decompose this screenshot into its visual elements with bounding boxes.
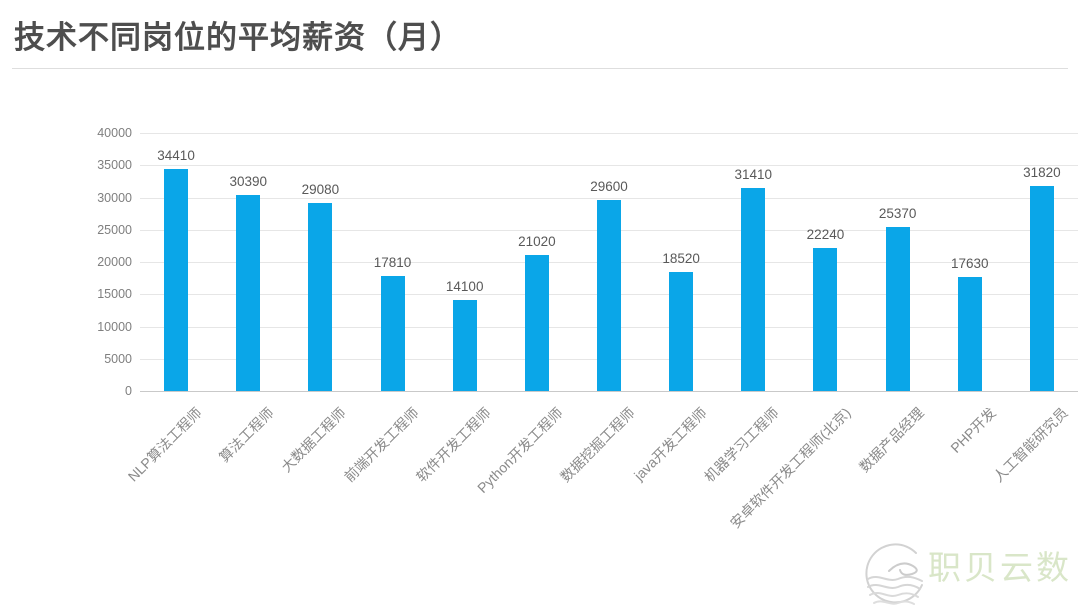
bar-value-label: 18520 (662, 250, 700, 266)
y-axis-tick-label: 10000 (97, 319, 132, 334)
bar-value-label: 30390 (229, 173, 267, 189)
wave-circle-logo-icon (865, 543, 923, 605)
x-axis-category-label: 大数据工程师 (278, 404, 350, 476)
bar-value-label: 31410 (734, 167, 773, 183)
x-axis-category-label: NLP算法工程师 (124, 404, 205, 485)
bar-value-label: 31820 (1023, 164, 1061, 180)
y-axis-tick-label: 40000 (97, 126, 132, 140)
x-axis-category-label: 人工智能研究员 (990, 404, 1071, 486)
watermark-text: 职贝云数 (928, 549, 1072, 586)
bar-value-label: 29600 (590, 179, 628, 195)
bar-6 (597, 200, 621, 391)
x-axis-category-label: PHP开发 (947, 404, 999, 456)
bar-value-label: 25370 (878, 206, 917, 222)
x-axis-category-label: 安卓软件开发工程师(北京) (727, 404, 855, 532)
x-axis-category-label: 数据产品经理 (855, 404, 927, 476)
gridline (140, 165, 1078, 167)
bar-value-label: 22240 (806, 226, 845, 242)
bar-value-label: 34410 (157, 148, 195, 164)
bar-9 (813, 247, 838, 391)
y-axis-tick-label: 15000 (97, 287, 132, 302)
bar-4 (452, 300, 477, 391)
x-axis-category-label: 算法工程师 (216, 404, 277, 466)
bar-7 (669, 271, 694, 391)
x-axis-line (140, 391, 1078, 392)
bar-value-label: 21020 (518, 234, 556, 250)
y-axis-tick-label: 20000 (97, 255, 132, 269)
y-axis-tick-label: 25000 (97, 222, 132, 237)
bar-value-label: 17810 (373, 255, 412, 271)
bar-12 (1029, 185, 1054, 391)
x-axis-category-label: 数据挖掘工程师 (557, 404, 638, 486)
bar-2 (308, 203, 333, 391)
bar-5 (524, 255, 549, 391)
y-axis-tick-label: 0 (125, 384, 132, 398)
chart-title: 技术不同岗位的平均薪资（月） (14, 20, 462, 55)
bar-10 (885, 227, 910, 391)
gridline (140, 197, 1078, 199)
page-header: 技术不同岗位的平均薪资（月） (14, 12, 1066, 57)
bar-0 (164, 169, 189, 391)
bar-1 (236, 194, 261, 391)
bar-11 (957, 277, 982, 391)
x-axis-category-label: 前端开发工程师 (340, 404, 422, 486)
bar-value-label: 14100 (445, 279, 484, 295)
y-axis-tick-label: 5000 (104, 351, 132, 366)
y-axis-tick-label: 35000 (97, 158, 132, 173)
bar-value-label: 17630 (950, 256, 989, 272)
title-divider (12, 68, 1068, 69)
gridline (140, 133, 1078, 134)
y-axis-tick-label: 30000 (97, 190, 132, 205)
bar-value-label: 29080 (301, 182, 340, 198)
bar-8 (741, 188, 766, 391)
bar-3 (380, 276, 405, 391)
